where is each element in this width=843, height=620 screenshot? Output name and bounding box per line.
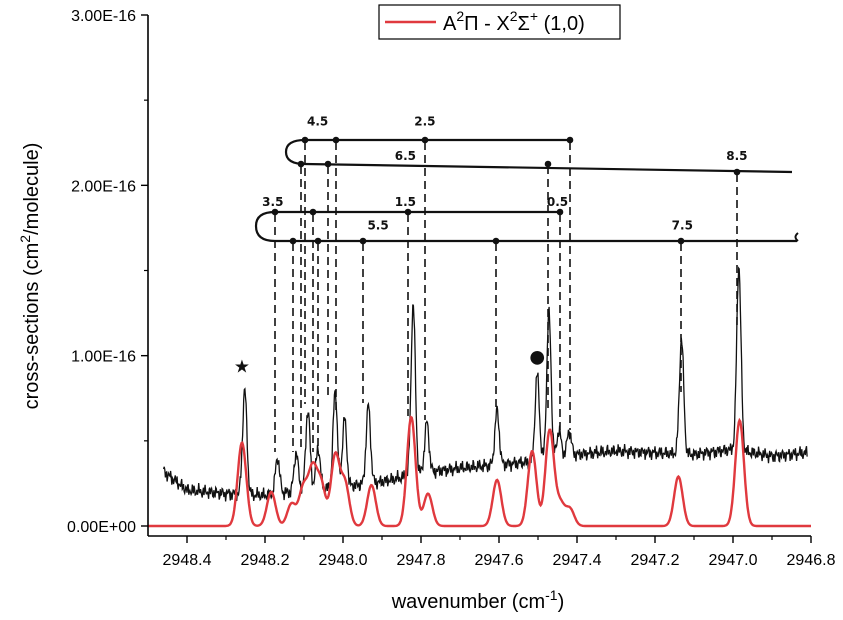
axis-ticks (141, 14, 812, 543)
ladder-lower-loop (254, 210, 797, 243)
ladder-dot (544, 160, 552, 168)
branch-label: 8.5 (726, 149, 747, 163)
ladder-dot (404, 208, 412, 216)
ladder-dot (492, 237, 500, 245)
x-tick-label: 2948.4 (163, 552, 212, 569)
ladder-dot (309, 208, 317, 216)
x-tick-label: 2947.4 (553, 552, 602, 569)
ladder-upper-loop (284, 138, 793, 174)
peak-marker: ● (529, 346, 545, 367)
ladder-dot (421, 136, 429, 144)
branch-label: 4.5 (307, 115, 328, 129)
branch-label: 1.5 (395, 195, 416, 209)
ladder-diagram: 4.5 2.5 6.5 8.5 3.5 1.5 0.5 5.5 7.5 (254, 115, 799, 452)
y-tick-label: 1.00E-16 (71, 349, 136, 366)
y-tick-label: 2.00E-16 (71, 178, 136, 195)
ladder-dot (332, 136, 340, 144)
x-tick-label: 2948.0 (319, 552, 368, 569)
simulated-spectrum-line (148, 415, 811, 528)
ladder-dot (314, 237, 322, 245)
legend-label: A2Π - X2Σ+ (1,0) (443, 8, 585, 35)
ladder-dash-lines (274, 142, 738, 452)
ladder-dot (271, 208, 279, 216)
peak-marker: ★ (234, 357, 250, 378)
x-axis-title: wavenumber (cm-1) (391, 587, 565, 613)
y-axis-title: cross-sections (cm2/molecule) (17, 143, 43, 410)
peak-markers: ★ ● (234, 346, 545, 377)
ladder-dot (297, 160, 305, 168)
y-tick-label: 3.00E-16 (71, 8, 136, 25)
branch-labels: 4.5 2.5 6.5 8.5 3.5 1.5 0.5 5.5 7.5 (262, 115, 747, 233)
x-tick-label: 2946.8 (787, 552, 836, 569)
y-tick-label: 0.00E+00 (67, 519, 136, 536)
tick-labels: 0.00E+00 1.00E-16 2.00E-16 3.00E-16 2948.4 29… (67, 8, 836, 569)
ladder-dot (359, 237, 367, 245)
x-tick-label: 2947.0 (709, 552, 758, 569)
ladder-dot (556, 208, 564, 216)
ladder-dot (677, 237, 685, 245)
x-tick-label: 2947.8 (397, 552, 446, 569)
legend: A2Π - X2Σ+ (1,0) (378, 4, 621, 40)
branch-label: 2.5 (414, 115, 435, 129)
ladder-dot (733, 168, 741, 176)
ladder-dots (271, 136, 741, 245)
branch-label: 3.5 (262, 195, 283, 209)
ladder-dot (324, 160, 332, 168)
ladder-lower-end (794, 232, 799, 242)
ladder-dot (301, 136, 309, 144)
branch-label: 0.5 (547, 195, 568, 209)
x-tick-label: 2947.2 (631, 552, 680, 569)
x-tick-label: 2948.2 (241, 552, 290, 569)
ladder-dot (289, 237, 297, 245)
branch-label: 7.5 (672, 219, 693, 233)
x-tick-label: 2947.6 (475, 552, 524, 569)
branch-label: 6.5 (395, 149, 416, 163)
ladder-dot (566, 136, 574, 144)
observed-spectrum-line (162, 266, 808, 502)
branch-label: 5.5 (367, 219, 388, 233)
